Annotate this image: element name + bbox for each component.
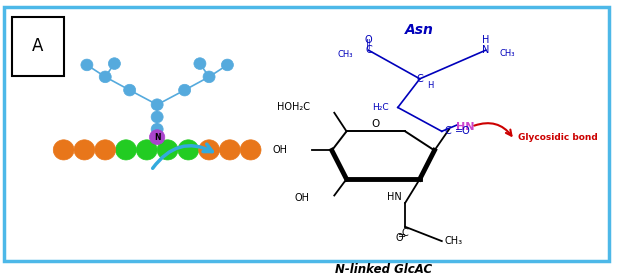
- Ellipse shape: [203, 71, 215, 83]
- Ellipse shape: [136, 140, 157, 160]
- Text: Asn: Asn: [405, 23, 435, 37]
- FancyArrowPatch shape: [474, 123, 511, 136]
- Text: N: N: [482, 45, 490, 55]
- Ellipse shape: [220, 140, 240, 160]
- Ellipse shape: [99, 71, 111, 83]
- Text: CH₃: CH₃: [338, 50, 353, 59]
- Ellipse shape: [116, 140, 136, 160]
- FancyBboxPatch shape: [12, 17, 64, 76]
- Text: Glycosidic bond: Glycosidic bond: [517, 133, 597, 142]
- Text: C: C: [365, 45, 372, 55]
- FancyArrowPatch shape: [153, 144, 212, 168]
- Text: OH: OH: [295, 193, 310, 203]
- Ellipse shape: [81, 59, 93, 71]
- Text: H: H: [482, 35, 490, 45]
- FancyBboxPatch shape: [4, 7, 609, 261]
- Text: HOH₂C: HOH₂C: [277, 102, 310, 112]
- Ellipse shape: [179, 84, 191, 96]
- Text: HN: HN: [456, 122, 475, 132]
- Ellipse shape: [53, 140, 74, 160]
- Ellipse shape: [108, 58, 121, 70]
- Text: A: A: [32, 37, 44, 55]
- Ellipse shape: [151, 111, 163, 123]
- Text: CH₃: CH₃: [499, 49, 515, 58]
- Ellipse shape: [150, 130, 165, 145]
- Ellipse shape: [151, 123, 163, 135]
- Text: O: O: [395, 234, 403, 243]
- Text: O: O: [371, 119, 380, 129]
- Ellipse shape: [95, 140, 116, 160]
- Text: OH: OH: [273, 145, 288, 155]
- Ellipse shape: [194, 58, 206, 70]
- Text: =: =: [398, 231, 406, 241]
- Ellipse shape: [157, 140, 178, 160]
- Ellipse shape: [124, 84, 136, 96]
- Text: C: C: [402, 228, 409, 238]
- Ellipse shape: [222, 59, 233, 71]
- Ellipse shape: [199, 140, 220, 160]
- Ellipse shape: [178, 140, 199, 160]
- Ellipse shape: [240, 140, 261, 160]
- Text: C: C: [417, 74, 423, 84]
- Text: N: N: [154, 133, 160, 142]
- Text: C: C: [445, 126, 452, 136]
- Text: =O: =O: [455, 126, 471, 136]
- Text: ‖: ‖: [366, 38, 371, 48]
- Ellipse shape: [74, 140, 95, 160]
- Text: HN: HN: [387, 192, 402, 202]
- Text: H: H: [427, 81, 433, 90]
- Ellipse shape: [151, 99, 163, 111]
- Text: H₂C: H₂C: [372, 103, 389, 112]
- Text: O: O: [365, 35, 372, 45]
- Text: N-linked GlcAC: N-linked GlcAC: [335, 263, 431, 276]
- Text: CH₃: CH₃: [445, 236, 463, 246]
